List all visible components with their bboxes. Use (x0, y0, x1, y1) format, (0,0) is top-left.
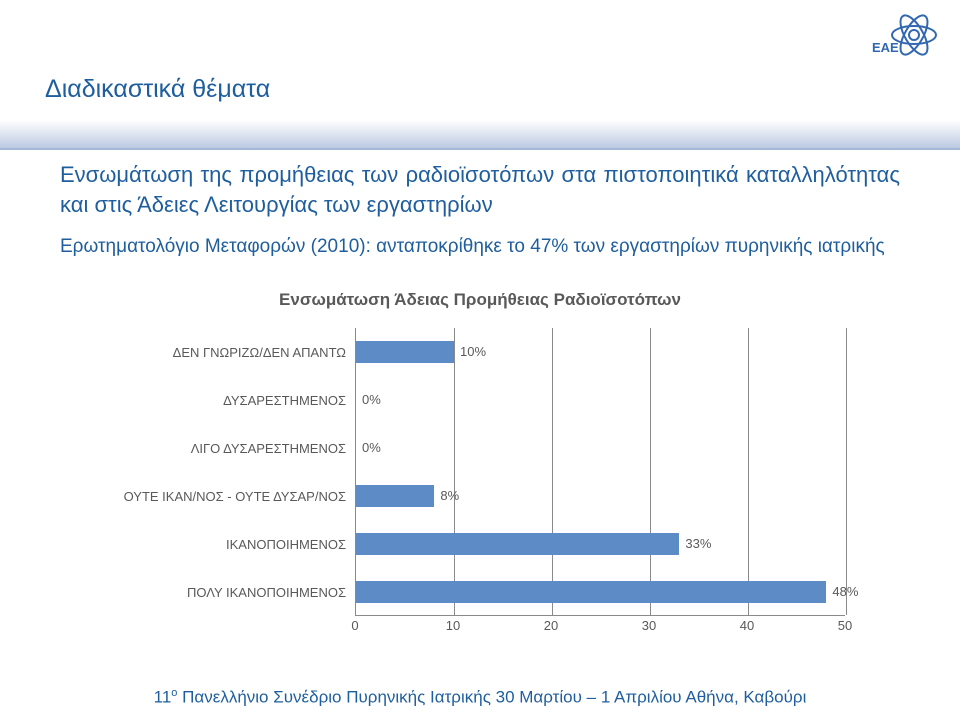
chart-bar (356, 581, 826, 603)
chart-value-label: 48% (832, 584, 858, 599)
chart-plot: ΔΕΝ ΓΝΩΡΙΖΩ/ΔΕΝ ΑΠΑΝΤΩ10%ΔΥΣΑΡΕΣΤΗΜΕΝΟΣ0… (355, 328, 845, 616)
chart-container: Ενσωμάτωση Άδειας Προμήθειας Ραδιοϊσοτόπ… (115, 290, 845, 650)
chart-value-label: 8% (440, 488, 459, 503)
chart-category-label: ΠΟΛΥ ΙΚΑΝΟΠΟΙΗΜΕΝΟΣ (116, 568, 356, 616)
chart-value-label: 10% (460, 344, 486, 359)
chart-category-label: ΛΙΓΟ ΔΥΣΑΡΕΣΤΗΜΕΝΟΣ (116, 424, 356, 472)
chart-value-label: 0% (362, 440, 381, 455)
chart-xtick-label: 50 (838, 618, 852, 633)
chart-xtick-label: 20 (544, 618, 558, 633)
chart-title: Ενσωμάτωση Άδειας Προμήθειας Ραδιοϊσοτόπ… (115, 290, 845, 310)
chart-category-label: ΔΥΣΑΡΕΣΤΗΜΕΝΟΣ (116, 376, 356, 424)
chart-category-label: ΔΕΝ ΓΝΩΡΙΖΩ/ΔΕΝ ΑΠΑΝΤΩ (116, 328, 356, 376)
slide: ΕΑΕ Διαδικαστικά θέματα Ενσωμάτωση της π… (0, 0, 960, 720)
chart-bar (356, 341, 454, 363)
chart-gridline (650, 328, 651, 615)
chart-value-label: 0% (362, 392, 381, 407)
chart-gridline (454, 328, 455, 615)
chart-gridline (552, 328, 553, 615)
body-text-2: Ερωτηματολόγιο Μεταφορών (2010): ανταποκ… (60, 236, 900, 258)
logo: ΕΑΕ (866, 12, 946, 58)
footer-text: 11ο Πανελλήνιο Συνέδριο Πυρηνικής Ιατρικ… (0, 687, 960, 708)
chart-xtick-label: 40 (740, 618, 754, 633)
body-text-1: Ενσωμάτωση της προμήθειας των ραδιοϊσοτό… (60, 160, 900, 219)
title-band (0, 120, 960, 150)
chart-value-label: 33% (685, 536, 711, 551)
chart-category-label: ΙΚΑΝΟΠΟΙΗΜΕΝΟΣ (116, 520, 356, 568)
chart-bar (356, 485, 434, 507)
chart-xticks: 01020304050 (355, 616, 845, 636)
chart-bar (356, 533, 679, 555)
chart-gridline (846, 328, 847, 615)
chart-xtick-label: 30 (642, 618, 656, 633)
chart-category-label: ΟΥΤΕ ΙΚΑΝ/ΝΟΣ - ΟΥΤΕ ΔΥΣΑΡ/ΝΟΣ (116, 472, 356, 520)
chart-xtick-label: 10 (446, 618, 460, 633)
chart-gridline (748, 328, 749, 615)
page-title: Διαδικαστικά θέματα (45, 75, 270, 104)
chart-xtick-label: 0 (351, 618, 358, 633)
logo-text: ΕΑΕ (872, 40, 899, 55)
